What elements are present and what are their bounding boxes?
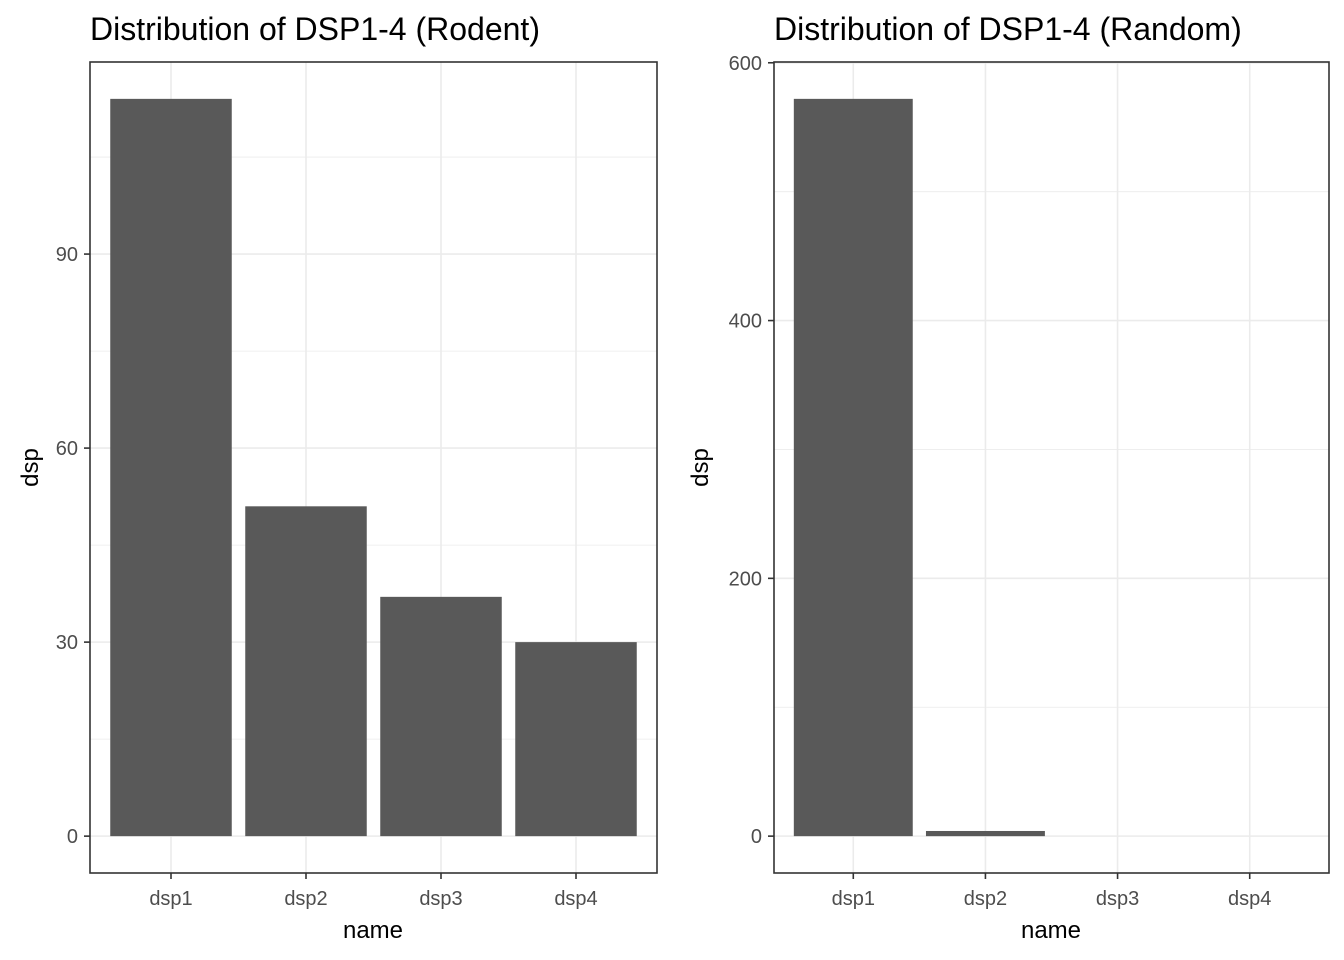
y-tick-label: 0 [751, 826, 762, 848]
x-axis-title: name [1021, 917, 1081, 944]
bar-dsp4 [515, 642, 637, 837]
x-tick-label: dsp2 [964, 888, 1007, 910]
x-tick-label: dsp1 [149, 888, 192, 910]
panel-border [773, 61, 1330, 874]
chart-panel-rodent: 0 30 60 90 dsp1 dsp2 dsp3 dsp4 Distribution of D… [17, 11, 658, 944]
chart-panel-random: 0 200 400 600 dsp1 dsp2 dsp3 dsp4 Distribution o… [687, 11, 1330, 944]
bar-dsp1 [793, 98, 913, 837]
y-tick-label: 600 [729, 53, 762, 75]
chart-title: Distribution of DSP1-4 (Random) [774, 11, 1242, 47]
x-tick-label: dsp4 [554, 888, 597, 910]
y-axis-title: dsp [17, 448, 44, 487]
y-tick-label: 0 [67, 826, 78, 848]
y-tick-label: 60 [56, 438, 78, 460]
bar-dsp2 [925, 830, 1045, 837]
x-tick-label: dsp2 [284, 888, 327, 910]
y-tick-label: 90 [56, 244, 78, 266]
x-axis-title: name [343, 917, 403, 944]
x-tick-label: dsp1 [832, 888, 875, 910]
y-axis-title: dsp [687, 448, 714, 487]
y-tick-label: 30 [56, 632, 78, 654]
y-tick-label: 200 [729, 568, 762, 590]
bar-dsp3 [380, 596, 502, 837]
chart-title: Distribution of DSP1-4 (Rodent) [90, 11, 540, 47]
x-tick-label: dsp3 [1096, 888, 1139, 910]
bar-dsp2 [245, 506, 367, 837]
y-tick-label: 400 [729, 311, 762, 333]
x-tick-label: dsp4 [1228, 888, 1271, 910]
panel-border [89, 61, 658, 874]
x-tick-label: dsp3 [419, 888, 462, 910]
bar-dsp1 [110, 98, 232, 837]
